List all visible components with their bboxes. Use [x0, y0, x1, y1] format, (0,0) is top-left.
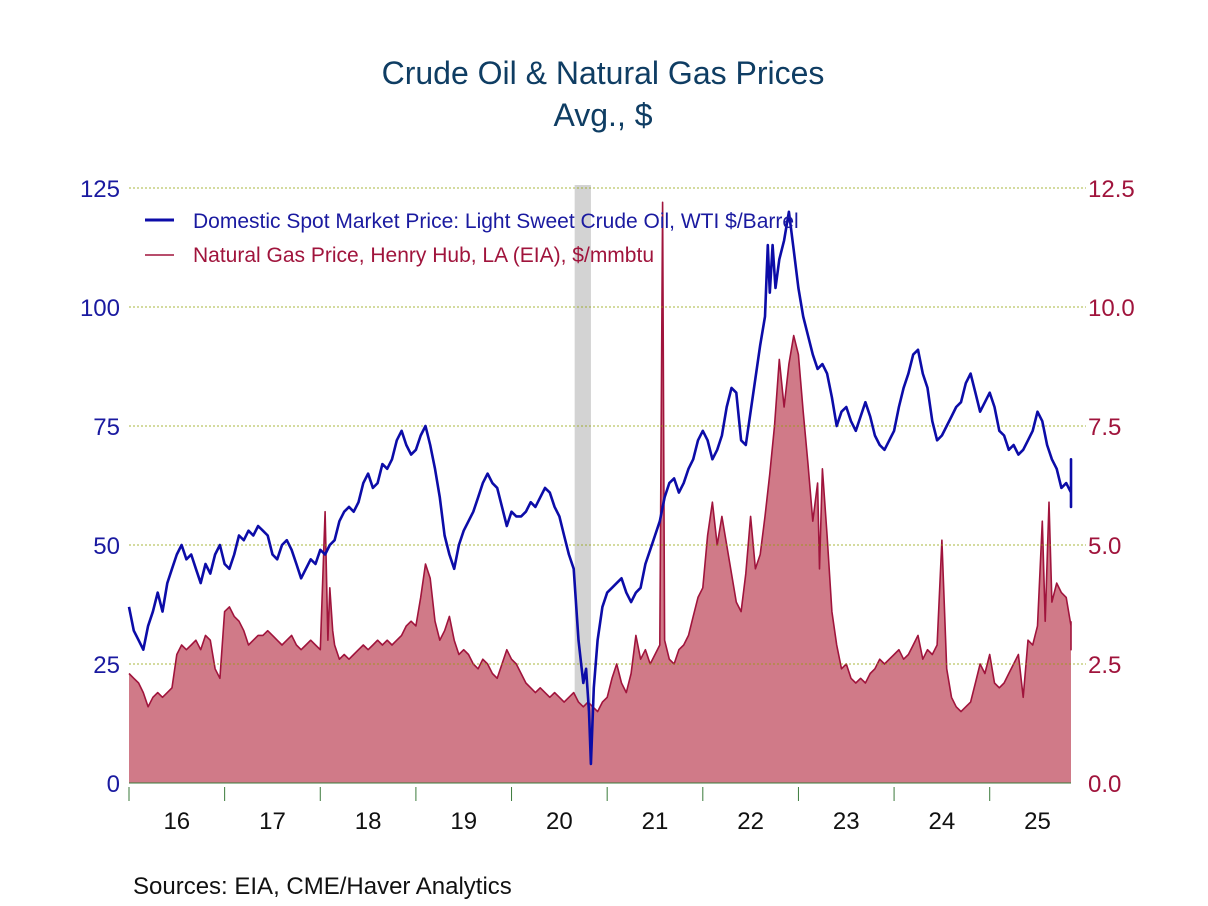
- left-tick-label-3: 75: [93, 414, 120, 441]
- gas-price-area: [129, 202, 1071, 784]
- legend-label-gas: Natural Gas Price, Henry Hub, LA (EIA), …: [193, 244, 654, 267]
- x-tick-label-23: 23: [833, 808, 860, 835]
- right-tick-label-0: 0.0: [1088, 771, 1121, 798]
- source-note: Sources: EIA, CME/Haver Analytics: [133, 873, 512, 900]
- chart-title: Crude Oil & Natural Gas Prices: [382, 55, 825, 91]
- left-tick-label-5: 125: [80, 176, 120, 203]
- x-tick-label-22: 22: [737, 808, 764, 835]
- left-tick-label-4: 100: [80, 295, 120, 322]
- x-tick-label-20: 20: [546, 808, 573, 835]
- x-tick-label-19: 19: [450, 808, 477, 835]
- left-tick-label-2: 50: [93, 533, 120, 560]
- gas-price-line: [128, 201, 1072, 713]
- x-tick-label-24: 24: [929, 808, 956, 835]
- left-tick-label-0: 0: [107, 771, 120, 798]
- right-tick-label-5: 12.5: [1088, 176, 1135, 203]
- right-tick-label-2: 5.0: [1088, 533, 1121, 560]
- right-tick-label-3: 7.5: [1088, 414, 1121, 441]
- right-tick-label-1: 2.5: [1088, 652, 1121, 679]
- plot-area: 16 17 18 19 20 21 22 23 24 25 0 25 50 75 100 125 0.0 2.5 5…: [80, 176, 1135, 835]
- legend: Domestic Spot Market Price: Light Sweet …: [145, 210, 799, 267]
- left-tick-label-1: 25: [93, 652, 120, 679]
- x-tick-label-17: 17: [259, 808, 286, 835]
- oil-price-line: [127, 210, 1073, 766]
- x-tick-label-25: 25: [1024, 808, 1051, 835]
- right-tick-label-4: 10.0: [1088, 295, 1135, 322]
- x-tick-label-21: 21: [642, 808, 669, 835]
- x-tick-label-16: 16: [163, 808, 190, 835]
- legend-label-oil: Domestic Spot Market Price: Light Sweet …: [193, 210, 799, 233]
- x-tick-label-18: 18: [355, 808, 382, 835]
- chart-subtitle: Avg., $: [553, 97, 652, 133]
